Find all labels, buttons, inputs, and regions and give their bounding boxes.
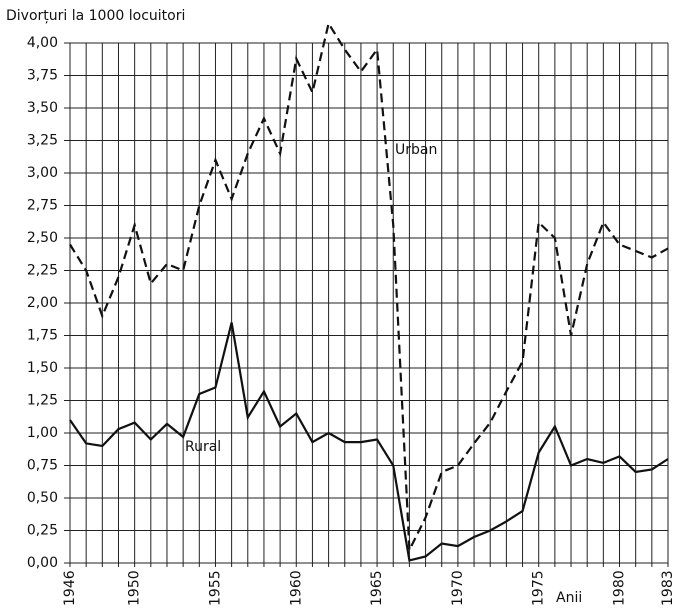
- y-tick-label: 2,50: [27, 230, 58, 246]
- y-tick-label: 3,50: [27, 100, 58, 116]
- x-axis-label: Anii: [556, 590, 582, 606]
- series-line: [69, 20, 669, 555]
- x-tick-label: 1946: [62, 570, 78, 606]
- y-tick-label: 1,25: [27, 393, 58, 409]
- x-tick-label: 1955: [207, 570, 223, 606]
- y-tick-label: 2,25: [27, 263, 58, 279]
- y-tick-label: 2,75: [27, 198, 58, 214]
- x-tick-label: 1980: [612, 570, 628, 606]
- y-tick-label: 0,75: [27, 458, 58, 474]
- y-tick-label: 1,00: [27, 425, 58, 441]
- x-tick-label: 1960: [288, 570, 304, 606]
- series-label: Rural: [185, 439, 221, 455]
- series-line: [69, 322, 669, 562]
- x-tick-label: 1975: [531, 570, 547, 606]
- y-tick-label: 1,50: [27, 360, 58, 376]
- y-tick-label: 2,00: [27, 295, 58, 311]
- chart-title: Divorțuri la 1000 locuitori: [6, 8, 185, 24]
- x-tick-label: 1970: [450, 570, 466, 606]
- y-tick-label: 0,50: [27, 490, 58, 506]
- y-tick-label: 3,75: [27, 68, 58, 84]
- y-tick-label: 0,25: [27, 523, 58, 539]
- y-tick-label: 3,25: [27, 133, 58, 149]
- x-tick-label: 1983: [660, 570, 676, 606]
- x-tick-label: 1965: [369, 570, 385, 606]
- y-tick-label: 4,00: [27, 35, 58, 51]
- x-tick-label: 1950: [127, 570, 143, 606]
- y-tick-label: 0,00: [27, 555, 58, 571]
- y-tick-label: 1,75: [27, 328, 58, 344]
- series-label: Urban: [395, 142, 437, 158]
- y-tick-label: 3,00: [27, 165, 58, 181]
